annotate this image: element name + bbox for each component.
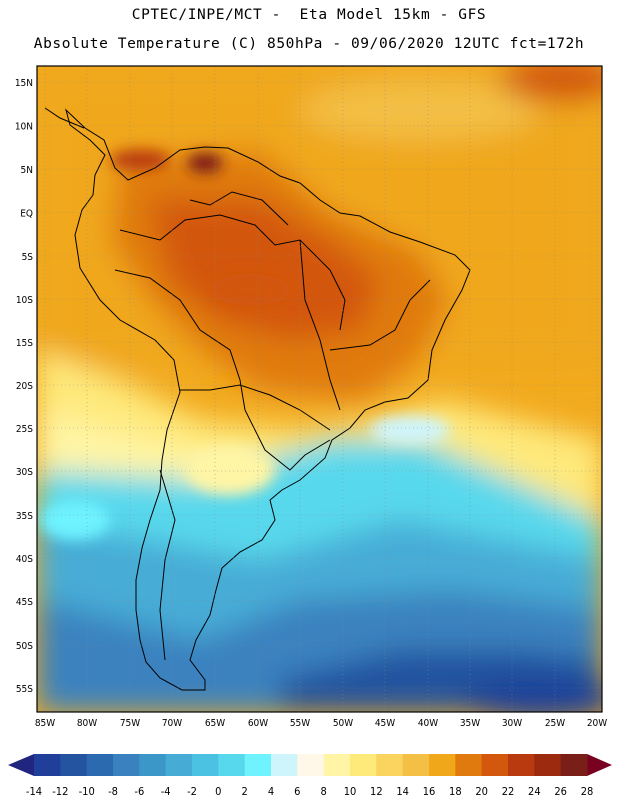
colorbar-label: 16 bbox=[423, 785, 436, 798]
colorbar-cell bbox=[86, 754, 114, 776]
lat-label: 25S bbox=[16, 424, 33, 435]
lat-label: 10S bbox=[16, 295, 33, 306]
colorbar-label: 18 bbox=[449, 785, 462, 798]
colorbar-cell bbox=[560, 754, 588, 776]
colorbar-over-arrow bbox=[587, 754, 612, 776]
lat-label: EQ bbox=[20, 209, 33, 220]
title-line-2: Absolute Temperature (C) 850hPa - 09/06/… bbox=[33, 36, 585, 52]
colorbar-label: 26 bbox=[554, 785, 567, 798]
colorbar-label: 20 bbox=[475, 785, 488, 798]
colorbar-label: -12 bbox=[52, 785, 68, 798]
lat-label: 50S bbox=[16, 641, 33, 652]
colorbar-cell bbox=[192, 754, 219, 776]
colorbar-label: 4 bbox=[268, 785, 274, 798]
lon-label: 45W bbox=[375, 718, 395, 729]
colorbar-cell bbox=[402, 754, 430, 776]
lat-label: 15N bbox=[15, 78, 33, 89]
title-line-1: CPTEC/INPE/MCT - Eta Model 15km - GFS bbox=[131, 7, 487, 23]
colorbar-label: -2 bbox=[187, 785, 197, 798]
colorbar-label: 10 bbox=[344, 785, 357, 798]
colorbar-label: 28 bbox=[581, 785, 594, 798]
colorbar-cell bbox=[218, 754, 246, 776]
lat-label: 5N bbox=[21, 165, 33, 176]
lat-label: 5S bbox=[22, 252, 34, 263]
lon-label: 40W bbox=[418, 718, 438, 729]
lat-label: 20S bbox=[16, 381, 33, 392]
colorbar-cell bbox=[34, 754, 61, 776]
colorbar-cell bbox=[165, 754, 193, 776]
lon-label: 80W bbox=[77, 718, 97, 729]
colorbar-cell bbox=[481, 754, 509, 776]
colorbar-cell bbox=[508, 754, 535, 776]
colorbar-cell bbox=[139, 754, 167, 776]
colorbar-cell bbox=[429, 754, 456, 776]
lat-label: 10N bbox=[15, 122, 33, 133]
lon-label: 55W bbox=[290, 718, 310, 729]
plot-frame bbox=[36, 65, 603, 713]
lat-label: 30S bbox=[16, 467, 33, 478]
colorbar-label: 8 bbox=[321, 785, 327, 798]
colorbar-cell bbox=[113, 754, 140, 776]
lon-label: 35W bbox=[460, 718, 480, 729]
lon-label: 75W bbox=[120, 718, 140, 729]
lon-label: 70W bbox=[162, 718, 182, 729]
colorbar-label: -4 bbox=[161, 785, 171, 798]
colorbar: -14 -12 -10 -8 -6 -4 -2 0 2 4 6 8 10 12 14 16 18 20 22 24 26… bbox=[8, 754, 612, 798]
latitude-axis: 15N 10N 5N EQ 5S 10S 15S 20S 25S 30S 35S… bbox=[15, 78, 33, 695]
longitude-axis: 85W 80W 75W 70W 65W 60W 55W 50W 45W 40W … bbox=[35, 718, 607, 729]
lon-label: 85W bbox=[35, 718, 55, 729]
colorbar-cell bbox=[534, 754, 562, 776]
colorbar-label: 6 bbox=[294, 785, 300, 798]
colorbar-label: -8 bbox=[108, 785, 118, 798]
colorbar-under-arrow bbox=[8, 754, 34, 776]
colorbar-label: 14 bbox=[396, 785, 409, 798]
colorbar-label: -14 bbox=[26, 785, 42, 798]
temperature-field bbox=[37, 66, 602, 712]
lat-label: 15S bbox=[16, 338, 33, 349]
colorbar-cell bbox=[271, 754, 298, 776]
colorbar-label: 24 bbox=[528, 785, 541, 798]
colorbar-label: 22 bbox=[502, 785, 515, 798]
lon-label: 50W bbox=[333, 718, 353, 729]
lat-label: 45S bbox=[16, 597, 33, 608]
colorbar-cell bbox=[323, 754, 351, 776]
colorbar-cell bbox=[376, 754, 404, 776]
lon-label: 30W bbox=[502, 718, 522, 729]
lon-label: 20W bbox=[587, 718, 607, 729]
lat-label: 35S bbox=[16, 511, 33, 522]
colorbar-label: 0 bbox=[215, 785, 221, 798]
lat-label: 55S bbox=[16, 684, 33, 695]
colorbar-cell bbox=[244, 754, 272, 776]
lon-label: 60W bbox=[248, 718, 268, 729]
colorbar-label: 12 bbox=[370, 785, 383, 798]
lon-label: 65W bbox=[205, 718, 225, 729]
colorbar-cell bbox=[455, 754, 483, 776]
lat-label: 40S bbox=[16, 554, 33, 565]
colorbar-label: 2 bbox=[242, 785, 248, 798]
colorbar-cell bbox=[60, 754, 88, 776]
lon-label: 25W bbox=[545, 718, 565, 729]
colorbar-cell bbox=[297, 754, 325, 776]
colorbar-label: -10 bbox=[79, 785, 95, 798]
colorbar-cell bbox=[350, 754, 377, 776]
colorbar-label: -6 bbox=[134, 785, 144, 798]
